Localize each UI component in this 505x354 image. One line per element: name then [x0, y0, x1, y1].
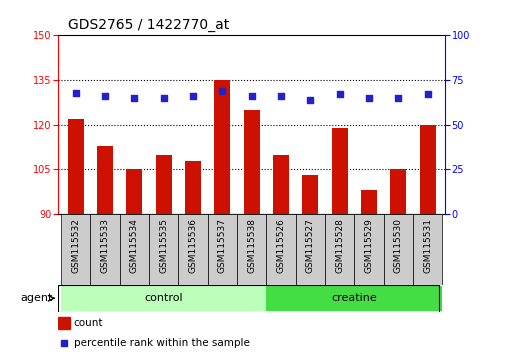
Bar	[61, 285, 266, 311]
Text: GSM115536: GSM115536	[188, 218, 197, 273]
Point	[101, 93, 109, 99]
Point	[60, 340, 68, 346]
Bar	[214, 80, 230, 214]
Text: GSM115535: GSM115535	[159, 218, 168, 273]
Bar	[295, 214, 324, 285]
Text: GDS2765 / 1422770_at: GDS2765 / 1422770_at	[68, 18, 229, 32]
Bar	[185, 161, 201, 214]
Point	[364, 95, 372, 101]
Point	[247, 93, 256, 99]
Bar	[90, 214, 120, 285]
Bar	[68, 119, 84, 214]
Text: creatine: creatine	[331, 293, 377, 303]
Text: GSM115534: GSM115534	[130, 218, 139, 273]
Point	[276, 93, 284, 99]
Bar	[58, 317, 70, 329]
Point	[423, 92, 431, 97]
Text: GSM115533: GSM115533	[100, 218, 110, 273]
Bar	[266, 214, 295, 285]
Bar	[243, 110, 259, 214]
Bar	[389, 170, 406, 214]
Bar	[412, 214, 441, 285]
Bar	[149, 214, 178, 285]
Bar	[266, 285, 441, 311]
Text: GSM115531: GSM115531	[422, 218, 431, 273]
Point	[306, 97, 314, 103]
Text: GSM115537: GSM115537	[218, 218, 226, 273]
Point	[189, 93, 197, 99]
Bar	[354, 214, 383, 285]
Text: GSM115532: GSM115532	[71, 218, 80, 273]
Text: GSM115527: GSM115527	[306, 218, 314, 273]
Text: GSM115530: GSM115530	[393, 218, 402, 273]
Point	[130, 95, 138, 101]
Point	[393, 95, 401, 101]
Text: GSM115528: GSM115528	[334, 218, 343, 273]
Text: GSM115529: GSM115529	[364, 218, 373, 273]
Bar	[156, 155, 172, 214]
Bar	[331, 128, 347, 214]
Text: control: control	[144, 293, 183, 303]
Text: percentile rank within the sample: percentile rank within the sample	[74, 338, 249, 348]
Text: agent: agent	[21, 293, 53, 303]
Bar	[120, 214, 149, 285]
Bar	[383, 214, 412, 285]
Text: count: count	[74, 318, 103, 328]
Bar	[178, 214, 208, 285]
Point	[335, 92, 343, 97]
Bar	[237, 214, 266, 285]
Point	[160, 95, 168, 101]
Bar	[208, 214, 237, 285]
Text: GSM115538: GSM115538	[247, 218, 256, 273]
Bar	[360, 190, 376, 214]
Bar	[126, 170, 142, 214]
Bar	[273, 155, 288, 214]
Bar	[301, 176, 318, 214]
Bar	[61, 214, 90, 285]
Bar	[97, 145, 113, 214]
Point	[72, 90, 80, 96]
Bar	[324, 214, 353, 285]
Text: GSM115526: GSM115526	[276, 218, 285, 273]
Point	[218, 88, 226, 94]
Bar	[419, 125, 435, 214]
